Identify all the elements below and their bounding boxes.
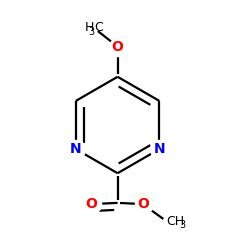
Text: CH: CH xyxy=(166,215,184,228)
Text: C: C xyxy=(94,21,103,34)
Text: N: N xyxy=(154,142,165,156)
Text: O: O xyxy=(86,197,98,211)
Text: 3: 3 xyxy=(180,220,186,230)
Text: N: N xyxy=(70,142,82,156)
Text: O: O xyxy=(138,197,149,211)
Text: O: O xyxy=(112,40,124,54)
Text: 3: 3 xyxy=(88,27,94,37)
Text: H: H xyxy=(85,21,94,34)
